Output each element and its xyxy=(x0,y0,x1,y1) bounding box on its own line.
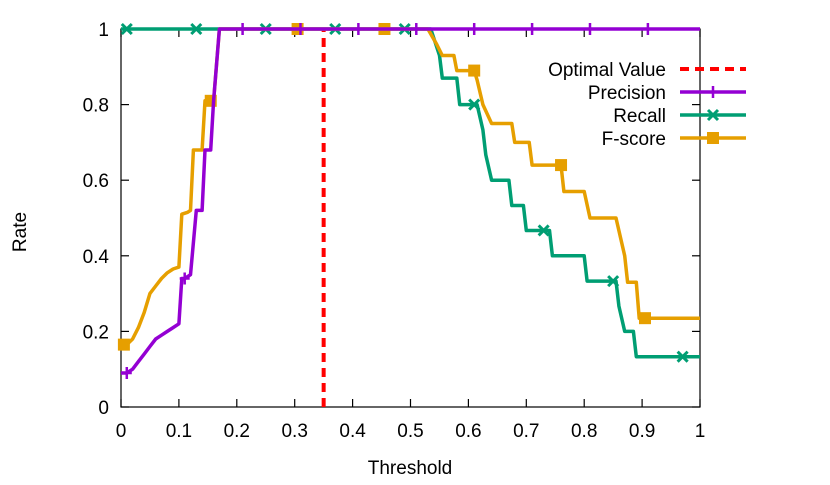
x-tick-label: 0.1 xyxy=(166,421,192,442)
recall-point xyxy=(468,98,481,111)
f-score-point xyxy=(555,159,568,172)
precision-line xyxy=(121,27,700,375)
precision-point xyxy=(642,23,653,35)
precision-point xyxy=(179,272,190,285)
recall-point xyxy=(120,22,133,36)
x-tick-label: 0 xyxy=(116,421,127,442)
ticks: 0 0.1 0.2 0.3 0.4 0.5 0.6 0.7 0.8 0.9 1 0 0.2 0.4 0.6 0… xyxy=(83,20,706,442)
f-score-line xyxy=(121,27,700,347)
y-tick-label: 0.6 xyxy=(83,171,109,192)
legend-marker-precision xyxy=(708,86,718,98)
y-tick-label: 1 xyxy=(98,20,109,41)
x-tick-label: 0.8 xyxy=(571,421,597,442)
y-tick-label: 0 xyxy=(98,398,109,419)
legend-marker-recall xyxy=(706,108,720,122)
precision-point xyxy=(353,23,364,35)
precision-point xyxy=(237,23,248,35)
legend-label-precision: Precision xyxy=(588,83,666,104)
x-tick-label: 0.4 xyxy=(339,421,366,442)
recall-point xyxy=(190,22,203,36)
precision-point xyxy=(121,366,132,379)
series-precision xyxy=(121,23,700,379)
f-score-point xyxy=(468,64,481,77)
precision-point xyxy=(469,23,480,35)
precision-point xyxy=(584,23,595,35)
precision-point xyxy=(527,23,538,35)
series xyxy=(117,22,700,379)
y-tick-label: 0.2 xyxy=(83,322,109,343)
precision-point xyxy=(295,23,306,35)
legend-label-recall: Recall xyxy=(613,106,666,127)
x-tick-label: 0.7 xyxy=(513,421,539,442)
recall-point xyxy=(676,350,689,363)
x-tick-label: 0.9 xyxy=(629,421,655,442)
legend-label-f-score: F-score xyxy=(602,129,666,150)
legend-label-optimal-value: Optimal Value xyxy=(548,60,666,81)
y-tick-label: 0.8 xyxy=(83,96,109,117)
y-axis-label: Rate xyxy=(10,212,31,252)
x-tick-label: 0.6 xyxy=(455,421,481,442)
f-score-point xyxy=(638,312,651,325)
y-tick-label: 0.4 xyxy=(83,247,110,268)
precision-point xyxy=(411,23,422,35)
recall-point xyxy=(537,224,550,237)
x-tick-label: 0.3 xyxy=(281,421,307,442)
x-axis-label: Threshold xyxy=(368,458,453,479)
f-score-point xyxy=(117,338,130,351)
x-tick-label: 0.5 xyxy=(397,421,423,442)
x-tick-label: 1 xyxy=(695,421,706,442)
recall-point xyxy=(607,275,620,288)
x-tick-label: 0.2 xyxy=(224,421,250,442)
legend-marker-f-score xyxy=(707,132,719,144)
series-f-score xyxy=(117,23,700,351)
